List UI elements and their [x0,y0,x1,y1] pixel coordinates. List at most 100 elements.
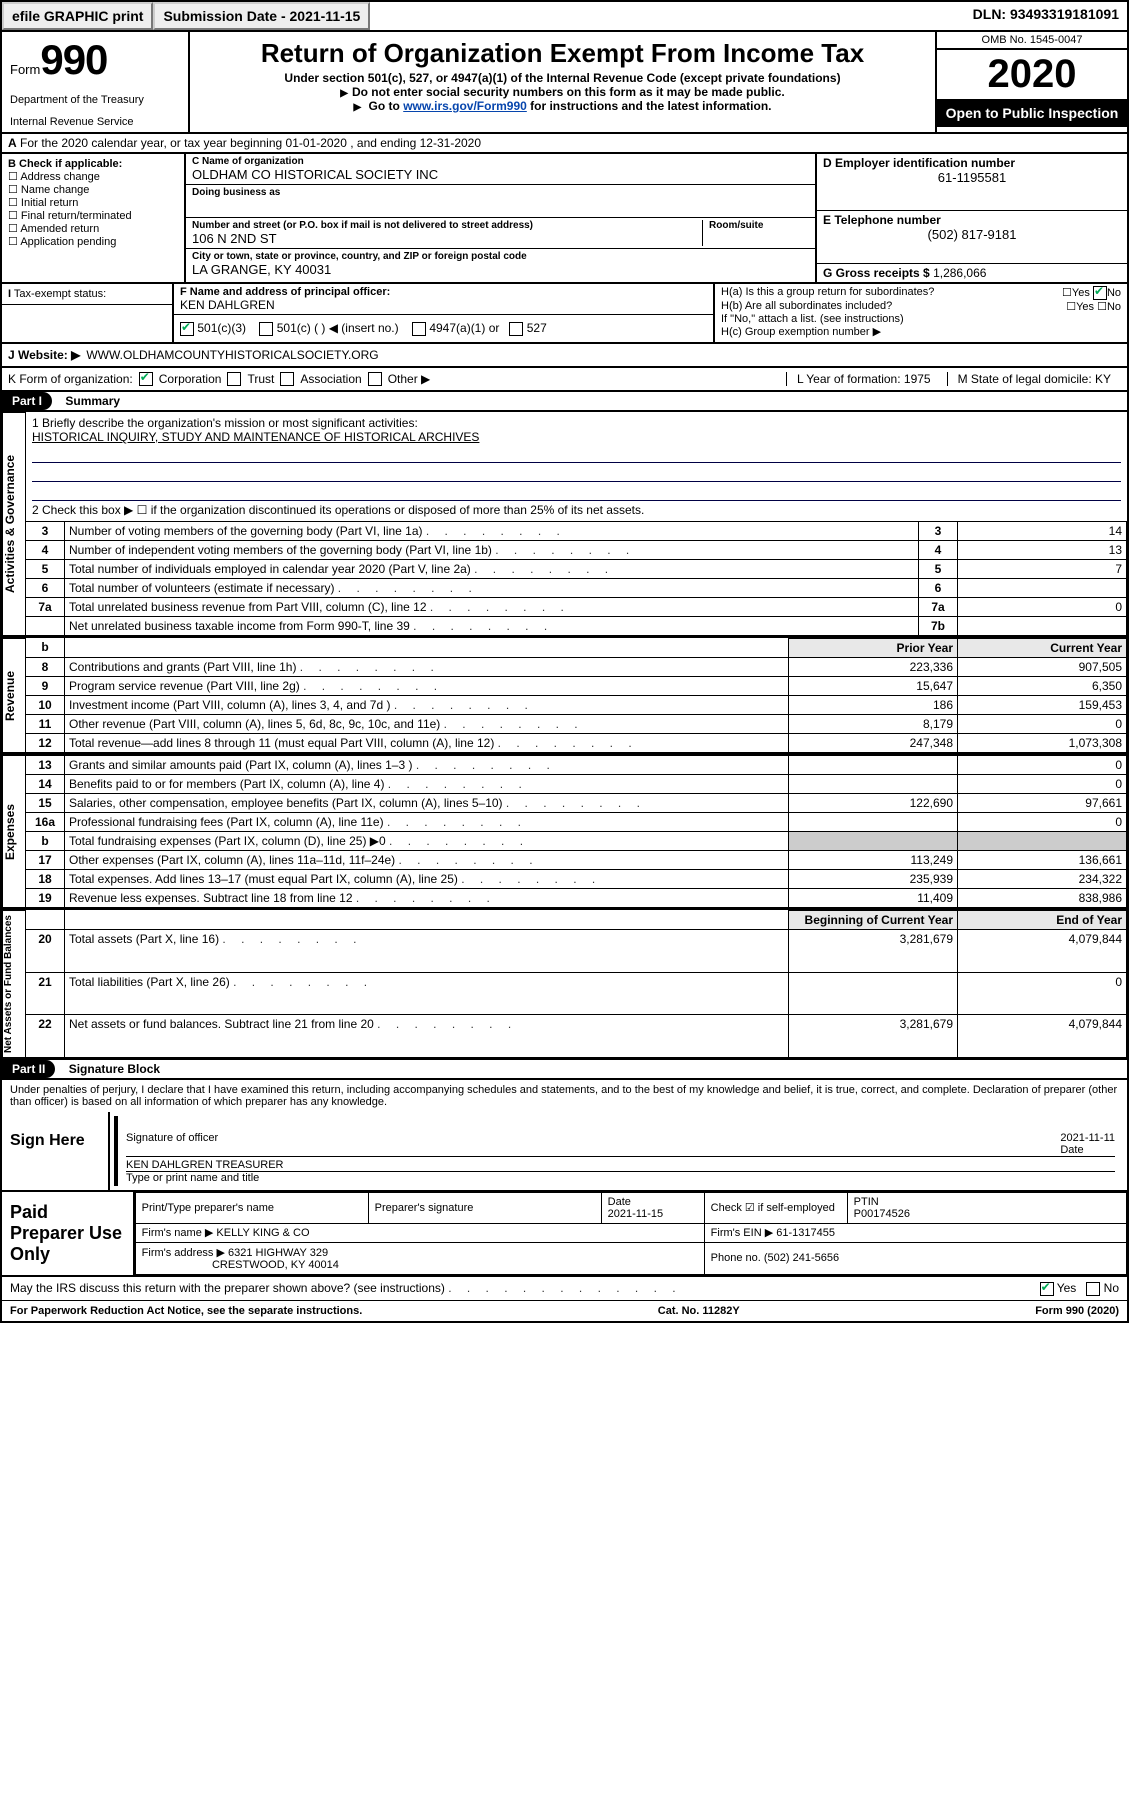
street-address: 106 N 2ND ST [192,231,696,246]
col-end: End of Year [958,910,1127,929]
part1-badge: Part I [2,392,52,410]
chk-ha-no[interactable] [1093,286,1107,300]
col-f-i: F Name and address of principal officer:… [174,284,715,342]
efile-print-button[interactable]: efile GRAPHIC print [2,2,153,30]
l2-text: 2 Check this box ▶ ☐ if the organization… [32,503,1121,517]
sig-date: 2021-11-11 [1060,1132,1115,1144]
table-row: 6Total number of volunteers (estimate if… [26,578,1127,597]
officer-name: KEN DAHLGREN [180,298,707,312]
tax-year: 2020 [937,50,1127,99]
chk-address[interactable]: ☐ Address change [8,170,178,183]
submission-date-button[interactable]: Submission Date - 2021-11-15 [153,2,370,30]
footer-left: For Paperwork Reduction Act Notice, see … [10,1305,362,1317]
form-990-page: efile GRAPHIC print Submission Date - 20… [0,0,1129,1323]
footer-center: Cat. No. 11282Y [658,1305,740,1317]
prep-h1: Print/Type preparer's name [135,1192,368,1223]
chk-name[interactable]: ☐ Name change [8,183,178,196]
phone-value: (502) 817-9181 [823,227,1121,242]
dept-irs: Internal Revenue Service [10,116,180,128]
mission-text: HISTORICAL INQUIRY, STUDY AND MAINTENANC… [32,430,1121,444]
chk-corp[interactable] [139,372,153,386]
firm-name: KELLY KING & CO [216,1227,309,1239]
firm-label: Firm's name ▶ [142,1227,214,1239]
firm-addr2: CRESTWOOD, KY 40014 [212,1259,339,1271]
part2-badge: Part II [2,1060,55,1078]
table-row: 8Contributions and grants (Part VIII, li… [26,657,1127,676]
gross-row: G Gross receipts $ 1,286,066 [817,264,1127,282]
form-id-block: Form990 Department of the Treasury Inter… [2,32,190,132]
officer-label: F Name and address of principal officer: [180,286,707,298]
dba-row: Doing business as [186,185,815,218]
exp-section: Expenses 13Grants and similar amounts pa… [2,755,1127,910]
mission-line2 [32,446,1121,463]
officer-typed-name: KEN DAHLGREN TREASURER [126,1159,1115,1171]
table-row: 13Grants and similar amounts paid (Part … [26,755,1127,774]
footer-right: Form 990 (2020) [1035,1305,1119,1317]
sig-line-1: Signature of officer 2021-11-11Date [126,1118,1115,1157]
room-label: Room/suite [709,220,809,231]
addr-label: Number and street (or P.O. box if mail i… [192,220,696,231]
chk-discuss-yes[interactable] [1040,1282,1054,1296]
dln-cell: DLN: 93493319181091 [965,2,1127,30]
h-b-yn: ☐Yes ☐No [1066,300,1121,313]
box-d-e-g: D Employer identification number 61-1195… [817,154,1127,282]
table-row: 9Program service revenue (Part VIII, lin… [26,676,1127,695]
chk-discuss-no[interactable] [1086,1282,1100,1296]
instruction-1: Do not enter social security numbers on … [198,85,927,99]
firm-addr1: 6321 HIGHWAY 329 [228,1247,328,1259]
firm-ein-label: Firm's EIN ▶ [711,1227,774,1239]
inst2-post: for instructions and the latest informat… [527,99,772,113]
chk-501c[interactable] [259,322,273,336]
chk-assoc[interactable] [280,372,294,386]
part1-header-row: Part I Summary [2,392,1127,412]
table-row: 15Salaries, other compensation, employee… [26,793,1127,812]
side-net: Net Assets or Fund Balances [2,910,26,1058]
org-name: OLDHAM CO HISTORICAL SOCIETY INC [192,167,809,182]
topbar-spacer [370,2,964,30]
gov-section: Activities & Governance 1 Briefly descri… [2,412,1127,638]
gross-label: G Gross receipts $ [823,266,930,280]
sig-date-label: Date [1060,1144,1083,1156]
phone-row: E Telephone number (502) 817-9181 [817,211,1127,264]
inst2-pre: Go to [369,99,404,113]
paid-prep-label: Paid Preparer Use Only [2,1192,135,1275]
firm-ein: 61-1317455 [776,1227,835,1239]
h-b: H(b) Are all subordinates included? [721,300,892,313]
discuss-yn: Yes No [1040,1281,1119,1296]
table-row: 19Revenue less expenses. Subtract line 1… [26,888,1127,907]
prep-h5: PTIN [854,1196,879,1208]
chk-pending[interactable]: ☐ Application pending [8,235,178,248]
line-j: J Website: ▶ WWW.OLDHAMCOUNTYHISTORICALS… [2,344,1127,368]
chk-other[interactable] [368,372,382,386]
org-name-label: C Name of organization [192,156,809,167]
chk-amended[interactable]: ☐ Amended return [8,222,178,235]
discuss-row: May the IRS discuss this return with the… [2,1277,1127,1301]
chk-501c3[interactable] [180,322,194,336]
tax-status-label: Tax-exempt status: [14,288,106,300]
h-note: If "No," attach a list. (see instruction… [721,313,1121,325]
net-section: Net Assets or Fund Balances Beginning of… [2,910,1127,1060]
chk-trust[interactable] [227,372,241,386]
chk-4947[interactable] [412,322,426,336]
col-i-spacer: I Tax-exempt status: [2,284,174,342]
mission-block: 1 Briefly describe the organization's mi… [26,412,1127,521]
subdate-label: Submission Date - [163,8,289,24]
ptin-value: P00174526 [854,1208,910,1220]
line-a-text: For the 2020 calendar year, or tax year … [20,136,481,150]
ein-value: 61-1195581 [823,170,1121,185]
line-k: K Form of organization: Corporation Trus… [2,368,1127,392]
dln-value: 93493319181091 [1010,6,1119,22]
chk-initial[interactable]: ☐ Initial return [8,196,178,209]
row-f-h: I Tax-exempt status: F Name and address … [2,284,1127,344]
part1-title: Summary [55,392,130,410]
city-label: City or town, state or province, country… [192,251,809,262]
chk-527[interactable] [509,322,523,336]
chk-final[interactable]: ☐ Final return/terminated [8,209,178,222]
inst2-link[interactable]: www.irs.gov/Form990 [403,99,527,113]
gov-table: 3Number of voting members of the governi… [26,521,1127,636]
table-row: 10Investment income (Part VIII, column (… [26,695,1127,714]
prep-h4: Check ☑ if self-employed [704,1192,847,1223]
exp-table: 13Grants and similar amounts paid (Part … [26,755,1127,908]
addr-row: Number and street (or P.O. box if mail i… [186,218,815,249]
mission-line3 [32,465,1121,482]
